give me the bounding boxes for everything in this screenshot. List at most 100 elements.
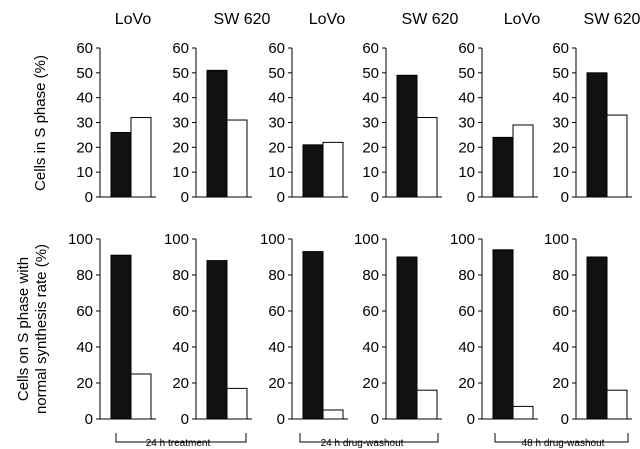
y-tick-label: 30 bbox=[458, 115, 475, 132]
y-tick-label: 0 bbox=[277, 411, 285, 428]
y-tick-label: 40 bbox=[172, 90, 189, 107]
bar-open bbox=[416, 389, 438, 420]
bar-filled bbox=[110, 131, 132, 198]
y-tick-label: 100 bbox=[354, 231, 379, 248]
bar-filled bbox=[302, 251, 324, 420]
y-tick-label: 20 bbox=[76, 375, 93, 392]
y-tick-label: 80 bbox=[362, 267, 379, 284]
panels: 0102030405060010203040506001020304050600… bbox=[68, 40, 632, 428]
bar-open bbox=[606, 114, 628, 198]
column-label: SW 620 bbox=[214, 11, 271, 28]
bar-open bbox=[606, 389, 628, 420]
bar-panel: 0 10 20 30 40 50 60 bbox=[268, 40, 348, 206]
y-tick-label: 100 bbox=[450, 231, 475, 248]
y-tick-label: 20 bbox=[552, 375, 569, 392]
y-tick-label: 20 bbox=[362, 375, 379, 392]
bar-panel: 0 20 40 60 80 100 bbox=[450, 231, 538, 428]
y-tick-label: 60 bbox=[362, 40, 379, 57]
column-labels: LoVo SW 620 LoVo SW 620 LoVo SW 620 bbox=[115, 11, 640, 28]
column-label: LoVo bbox=[504, 11, 541, 28]
y-tick-label: 10 bbox=[362, 164, 379, 181]
y-tick-label: 50 bbox=[268, 65, 285, 82]
y-tick-label: 0 bbox=[561, 189, 569, 206]
bar-panel: 0 10 20 30 40 50 60 bbox=[362, 40, 442, 206]
y-tick-label: 20 bbox=[458, 375, 475, 392]
bar-panel: 0 20 40 60 80 100 bbox=[544, 231, 632, 428]
y-tick-label: 20 bbox=[172, 375, 189, 392]
y-tick-label: 80 bbox=[552, 267, 569, 284]
bar-open bbox=[322, 409, 344, 420]
y-tick-label: 30 bbox=[362, 115, 379, 132]
bar-panel: 0 10 20 30 40 50 60 bbox=[458, 40, 538, 206]
y-tick-label: 80 bbox=[172, 267, 189, 284]
group-label: 48 h drug-washout bbox=[522, 438, 605, 449]
bar-panel: 0 20 40 60 80 100 bbox=[260, 231, 348, 428]
y-tick-label: 10 bbox=[172, 164, 189, 181]
bar-filled bbox=[586, 72, 608, 198]
y-tick-label: 60 bbox=[172, 303, 189, 320]
y-tick-label: 0 bbox=[371, 189, 379, 206]
y-tick-label: 100 bbox=[164, 231, 189, 248]
row-ylabels: Cells in S phase (%) Cells on S phase wi… bbox=[15, 55, 50, 414]
column-label: LoVo bbox=[309, 11, 346, 28]
y-tick-label: 0 bbox=[181, 411, 189, 428]
y-tick-label: 0 bbox=[85, 189, 93, 206]
y-tick-label: 60 bbox=[552, 40, 569, 57]
y-tick-label: 0 bbox=[467, 189, 475, 206]
y-tick-label: 0 bbox=[371, 411, 379, 428]
y-tick-label: 40 bbox=[362, 90, 379, 107]
y-tick-label: 0 bbox=[277, 189, 285, 206]
bar-filled bbox=[492, 249, 514, 420]
y-tick-label: 60 bbox=[458, 303, 475, 320]
y-tick-label: 40 bbox=[76, 90, 93, 107]
bar-panel: 0 20 40 60 80 100 bbox=[164, 231, 252, 428]
bar-open bbox=[416, 117, 438, 198]
y-axis-label: normal synthesis rate (%) bbox=[33, 244, 50, 414]
bar-filled bbox=[206, 260, 228, 420]
y-tick-label: 40 bbox=[268, 339, 285, 356]
y-tick-label: 20 bbox=[268, 139, 285, 156]
y-tick-label: 60 bbox=[76, 40, 93, 57]
y-tick-label: 100 bbox=[544, 231, 569, 248]
y-tick-label: 0 bbox=[181, 189, 189, 206]
bar-panel: 0 20 40 60 80 100 bbox=[354, 231, 442, 428]
y-tick-label: 40 bbox=[552, 90, 569, 107]
y-tick-label: 30 bbox=[172, 115, 189, 132]
y-tick-label: 30 bbox=[76, 115, 93, 132]
y-tick-label: 10 bbox=[76, 164, 93, 181]
y-tick-label: 0 bbox=[561, 411, 569, 428]
y-tick-label: 60 bbox=[458, 40, 475, 57]
bar-open bbox=[130, 117, 152, 198]
group-label: 24 h treatment bbox=[146, 438, 211, 449]
column-label: LoVo bbox=[115, 11, 152, 28]
y-tick-label: 80 bbox=[268, 267, 285, 284]
y-tick-label: 50 bbox=[552, 65, 569, 82]
bar-filled bbox=[302, 144, 324, 198]
y-tick-label: 20 bbox=[362, 139, 379, 156]
y-tick-label: 40 bbox=[458, 90, 475, 107]
y-tick-label: 60 bbox=[268, 40, 285, 57]
y-tick-label: 0 bbox=[85, 411, 93, 428]
y-tick-label: 30 bbox=[268, 115, 285, 132]
y-tick-label: 80 bbox=[76, 267, 93, 284]
y-tick-label: 20 bbox=[172, 139, 189, 156]
y-tick-label: 20 bbox=[458, 139, 475, 156]
bar-filled bbox=[206, 69, 228, 198]
y-tick-label: 60 bbox=[172, 40, 189, 57]
y-tick-label: 60 bbox=[552, 303, 569, 320]
y-tick-label: 60 bbox=[76, 303, 93, 320]
y-tick-label: 20 bbox=[76, 139, 93, 156]
group-label: 24 h drug-washout bbox=[321, 438, 404, 449]
bar-open bbox=[226, 387, 248, 420]
y-tick-label: 80 bbox=[458, 267, 475, 284]
group-bracket bbox=[299, 433, 439, 443]
y-tick-label: 40 bbox=[552, 339, 569, 356]
bar-open bbox=[512, 124, 534, 198]
y-tick-label: 40 bbox=[76, 339, 93, 356]
y-tick-label: 60 bbox=[362, 303, 379, 320]
group-bracket bbox=[115, 433, 247, 443]
y-tick-label: 30 bbox=[552, 115, 569, 132]
y-tick-label: 10 bbox=[552, 164, 569, 181]
bar-panel: 0 20 40 60 80 100 bbox=[68, 231, 156, 428]
